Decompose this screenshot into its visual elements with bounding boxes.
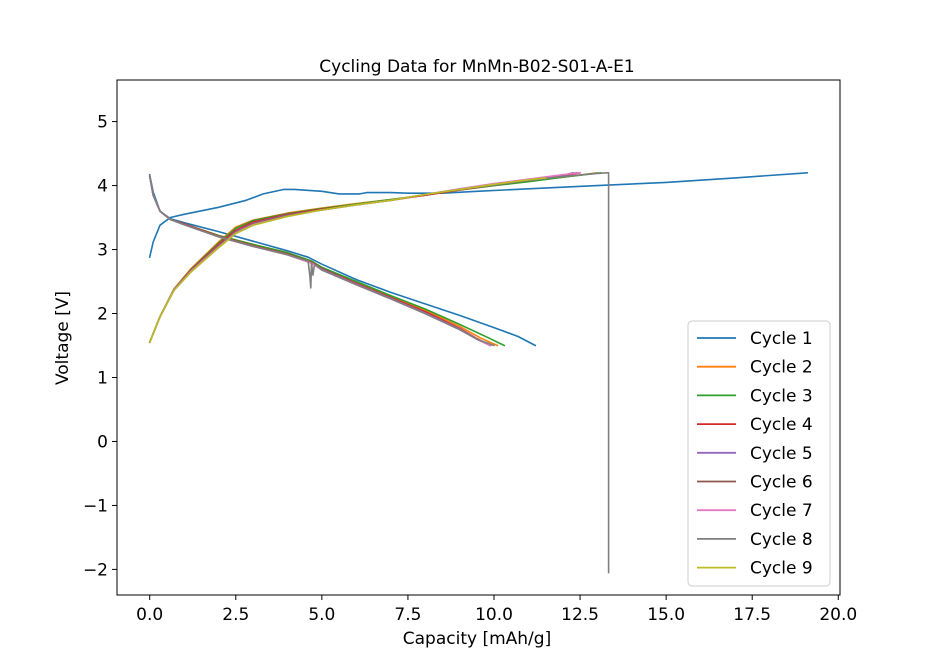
legend: Cycle 1 Cycle 2 Cycle 3 Cycle 4 Cycle 5 Cycle… (687, 320, 831, 587)
plot-area (148, 172, 809, 574)
x-tick-label: 20.0 (819, 605, 857, 625)
plot-frame (116, 79, 841, 596)
cycle-8-discharge-line (148, 175, 495, 347)
y-axis: −2 −1 0 1 2 3 4 5 (83, 113, 117, 580)
y-tick-label: 4 (97, 177, 108, 197)
x-tick-label: 17.5 (733, 605, 771, 625)
y-tick-label: 0 (97, 432, 108, 452)
y-axis-label: Voltage [V] (53, 291, 73, 385)
y-tick-label: −2 (83, 560, 108, 580)
cycle-4-legend-label: Cycle 4 (750, 415, 813, 435)
x-tick-label: 15.0 (647, 605, 685, 625)
x-tick-label: 2.5 (222, 605, 249, 625)
y-tick-label: 1 (97, 368, 108, 388)
chart-title: Cycling Data for MnMn-B02-S01-A-E1 (319, 57, 634, 77)
x-tick-label: 0.0 (136, 605, 163, 625)
cycle-3-legend-label: Cycle 3 (750, 386, 813, 406)
cycle-6-legend-label: Cycle 6 (750, 473, 813, 493)
cycle-9-charge-line (148, 177, 547, 344)
x-tick-label: 12.5 (561, 605, 599, 625)
series-layer (148, 172, 809, 574)
cycle-9-legend-label: Cycle 9 (750, 559, 813, 579)
x-tick-label: 10.0 (475, 605, 513, 625)
y-tick-label: −1 (83, 496, 108, 516)
cycle-5-legend-label: Cycle 5 (750, 444, 813, 464)
cycle-1-legend-label: Cycle 1 (750, 329, 813, 349)
legend-box (687, 320, 831, 587)
x-tick-label: 7.5 (394, 605, 421, 625)
y-tick-label: 3 (97, 241, 108, 261)
x-axis-label: Capacity [mAh/g] (403, 629, 551, 649)
x-tick-label: 5.0 (308, 605, 335, 625)
y-tick-label: 2 (97, 305, 108, 325)
x-axis: 0.0 2.5 5.0 7.5 10.0 12.5 15.0 17.5 20.0 (136, 595, 857, 625)
cycle-1-charge-line (148, 172, 809, 258)
cycle-2-legend-label: Cycle 2 (750, 358, 813, 378)
cycle-7-legend-label: Cycle 7 (750, 501, 813, 521)
y-tick-label: 5 (97, 113, 108, 133)
cycle-8-legend-label: Cycle 8 (750, 530, 813, 550)
